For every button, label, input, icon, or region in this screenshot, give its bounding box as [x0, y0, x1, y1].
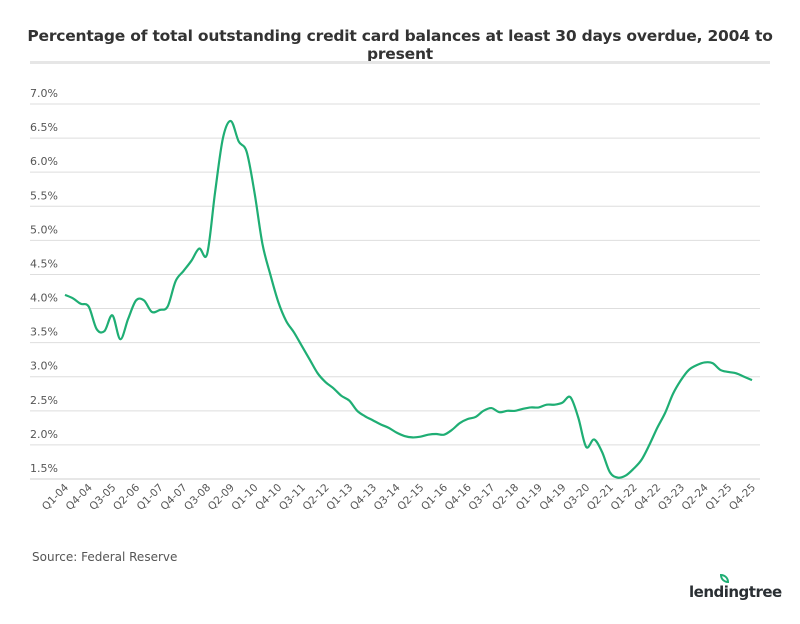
leaf-icon — [720, 574, 729, 583]
lendingtree-logo: lendingtree — [689, 574, 782, 601]
logo-text: lendingtree — [689, 583, 782, 601]
line-chart: 1.5% 2.0% 2.5% 3.0% 3.5% 4.0% 4.5% 5.0% 5.5% 6.0%… — [30, 87, 760, 513]
y-tick-label: 1.5% — [30, 462, 58, 475]
chart-title: Percentage of total outstanding credit c… — [27, 27, 773, 63]
y-tick-label: 3.5% — [30, 326, 58, 339]
y-tick-label: 5.5% — [30, 189, 58, 202]
source-note: Source: Federal Reserve — [32, 550, 178, 564]
y-tick-label: 6.0% — [30, 155, 58, 168]
x-tick-label: Q4-25 — [727, 482, 758, 513]
y-tick-label: 3.0% — [30, 360, 58, 373]
y-tick-label: 6.5% — [30, 121, 58, 134]
y-tick-label: 4.0% — [30, 292, 58, 305]
y-tick-label: 5.0% — [30, 223, 58, 236]
y-tick-label: 4.5% — [30, 257, 58, 270]
y-tick-label: 2.5% — [30, 394, 58, 407]
y-tick-label: 7.0% — [30, 87, 58, 100]
title-divider — [30, 61, 770, 64]
data-line — [64, 119, 753, 479]
y-tick-label: 2.0% — [30, 428, 58, 441]
